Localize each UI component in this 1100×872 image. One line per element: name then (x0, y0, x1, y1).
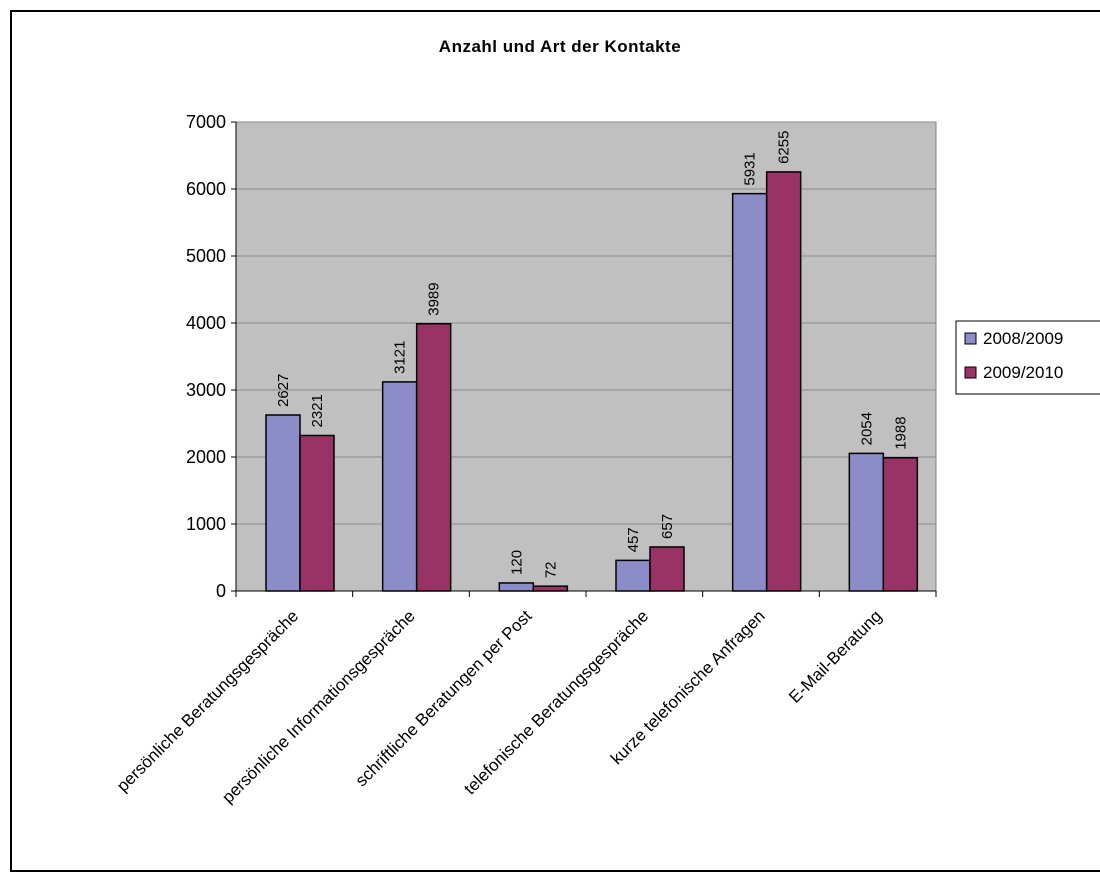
bars (265, 171, 919, 592)
category-label: telefonische Beratungsgespräche (460, 606, 652, 798)
data-label: 3989 (426, 282, 443, 315)
category-label: E-Mail-Beratung (785, 606, 885, 706)
bar-2009-2010 (882, 457, 919, 592)
bar-2009-2010 (299, 434, 335, 592)
bar-2008-2009 (615, 559, 651, 592)
data-label: 72 (542, 561, 559, 578)
legend: 2008/2009 2009/2010 (955, 320, 1100, 395)
value-labels: 2627 2321 3121 3989 120 72 457 657 5931 6255 2054 1… (275, 131, 909, 579)
legend-swatch-2008-2009 (964, 332, 977, 345)
legend-swatch-2009-2010 (964, 366, 977, 379)
y-tick-label: 4000 (186, 313, 226, 333)
data-label: 1988 (892, 416, 909, 449)
bar-2008-2009 (848, 452, 885, 592)
bar-2009-2010 (415, 322, 452, 592)
data-label: 3121 (392, 341, 409, 374)
y-tick-label: 7000 (186, 112, 226, 132)
data-label: 6255 (776, 131, 793, 164)
bar-2009-2010 (649, 546, 685, 592)
bar-2009-2010 (532, 585, 569, 592)
bar-2008-2009 (381, 381, 418, 592)
legend-label-2008-2009: 2008/2009 (983, 329, 1063, 348)
y-tick-labels: 0 1000 2000 3000 4000 5000 6000 7000 (186, 112, 226, 601)
bar-2008-2009 (731, 192, 768, 592)
data-label: 2627 (275, 374, 292, 407)
data-label: 457 (625, 527, 642, 552)
x-tick-labels: persönliche Beratungsgesprächepersönlich… (113, 606, 886, 807)
y-tick-label: 3000 (186, 380, 226, 400)
data-label: 120 (508, 550, 525, 575)
data-label: 657 (659, 514, 676, 539)
legend-label-2009-2010: 2009/2010 (983, 363, 1063, 382)
y-tick-label: 0 (216, 581, 226, 601)
y-tick-label: 5000 (186, 246, 226, 266)
bar-2008-2009 (498, 582, 535, 592)
chart-title: Anzahl und Art der Kontakte (439, 37, 681, 56)
category-label: persönliche Beratungsgespräche (113, 606, 302, 795)
data-label: 2054 (858, 412, 875, 445)
gridlines (236, 121, 936, 525)
y-tick-label: 1000 (186, 514, 226, 534)
data-label: 2321 (309, 394, 326, 427)
data-label: 5931 (742, 152, 759, 185)
bar-2008-2009 (265, 414, 301, 592)
y-tick-label: 2000 (186, 447, 226, 467)
legend-box (955, 320, 1100, 395)
bar-2009-2010 (765, 171, 802, 592)
category-label: persönliche Informationsgespräche (218, 606, 419, 807)
y-tick-label: 6000 (186, 179, 226, 199)
plot-area (235, 121, 937, 592)
axes (231, 121, 937, 597)
